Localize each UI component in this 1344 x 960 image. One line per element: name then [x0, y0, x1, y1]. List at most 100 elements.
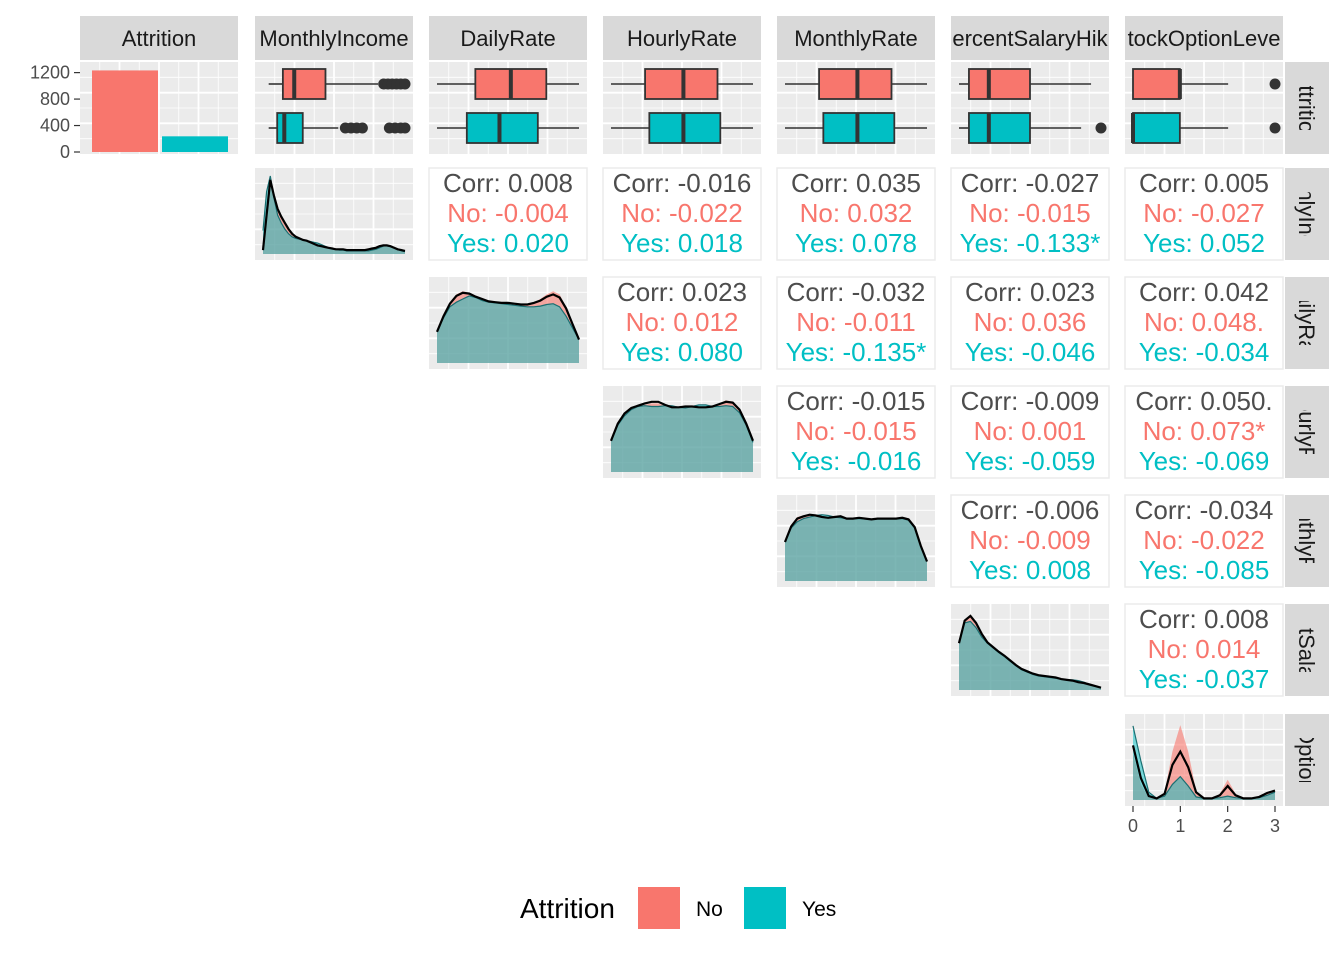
corr-yes: Yes: -0.069: [1139, 446, 1270, 476]
right-strip-label: entSalary: [1294, 604, 1319, 697]
right-strip: kOptionL: [1285, 714, 1329, 806]
legend-key-no: [638, 887, 680, 929]
corr-yes: Yes: -0.037: [1139, 664, 1270, 694]
corr-no: No: 0.001: [974, 416, 1087, 446]
corr-overall: Corr: 0.008: [443, 168, 573, 198]
corr-overall: Corr: 0.023: [617, 277, 747, 307]
corr-overall: Corr: 0.035: [791, 168, 921, 198]
corr-overall: Corr: -0.027: [961, 168, 1100, 198]
corr-yes: Yes: -0.133*: [960, 228, 1101, 258]
boxplot-panel-monthlyincome: [255, 62, 413, 154]
y-tick-label: 1200: [30, 63, 70, 83]
box-body: [968, 112, 1031, 144]
top-strip: HourlyRate: [603, 16, 761, 60]
right-strip-label: Attrition: [1294, 71, 1319, 146]
top-strips: Attrition MonthlyIncome DailyRate HourlyRat…: [80, 16, 1283, 60]
corr-yes: Yes: 0.052: [1143, 228, 1265, 258]
x-tick-label: 0: [1128, 816, 1138, 836]
right-strip-label: nthlyInco: [1294, 170, 1319, 258]
corr-no: No: 0.048.: [1144, 307, 1264, 337]
box-body: [818, 68, 893, 100]
corr-no: No: -0.009: [969, 525, 1090, 555]
x-tick-label: 3: [1270, 816, 1280, 836]
corr-yes: Yes: -0.034: [1139, 337, 1270, 367]
density-panel-stockoptionlevel: [1125, 714, 1283, 806]
right-strip-label: onthlyRa: [1294, 498, 1319, 586]
box-body: [1132, 112, 1181, 144]
right-strip-label: kOptionL: [1294, 716, 1319, 804]
corr-overall: Corr: -0.016: [613, 168, 752, 198]
top-strip-label: MonthlyIncome: [259, 26, 408, 51]
corr-yes: Yes: -0.046: [965, 337, 1096, 367]
density-overall-line: [783, 513, 929, 562]
legend-title: Attrition: [520, 893, 615, 924]
corr-overall: Corr: 0.050.: [1135, 386, 1272, 416]
top-strip: MonthlyRate: [777, 16, 935, 60]
boxplot-panel-monthlyrate: [777, 62, 935, 154]
top-strip-label: ercentSalaryHik: [952, 26, 1108, 51]
density-overall-line: [435, 291, 581, 341]
corr-overall: Corr: 0.005: [1139, 168, 1269, 198]
right-strip-label: DailyRate: [1294, 275, 1319, 370]
top-strip: tockOptionLeve: [1125, 16, 1283, 60]
corr-no: No: -0.022: [1143, 525, 1264, 555]
x-tick-label: 1: [1175, 816, 1185, 836]
corr-overall: Corr: -0.015: [787, 386, 926, 416]
top-strip-label: Attrition: [122, 26, 197, 51]
y-tick-label: 400: [40, 116, 70, 136]
density-yes: [959, 621, 1101, 690]
right-strip: DailyRate: [1285, 275, 1329, 370]
corr-overall: Corr: 0.042: [1139, 277, 1269, 307]
top-strip: DailyRate: [429, 16, 587, 60]
corr-yes: Yes: 0.008: [969, 555, 1091, 585]
box-outlier: [1095, 122, 1107, 134]
density-yes: [263, 176, 405, 254]
corr-overall: Corr: -0.034: [1135, 495, 1274, 525]
corr-overall: Corr: -0.006: [961, 495, 1100, 525]
top-strip-label: tockOptionLeve: [1128, 26, 1281, 51]
corr-no: No: 0.014: [1148, 634, 1261, 664]
corr-overall: Corr: 0.023: [965, 277, 1095, 307]
density-panel-hourlyrate: [603, 386, 761, 478]
right-strip: entSalary: [1285, 604, 1329, 697]
density-yes-line: [436, 295, 580, 340]
corr-no: No: 0.036: [974, 307, 1087, 337]
density-yes: [611, 404, 753, 472]
box-body: [1132, 68, 1181, 100]
top-strip-label: MonthlyRate: [794, 26, 918, 51]
top-strip: MonthlyIncome: [255, 16, 413, 60]
right-strips: Attrition nthlyInco DailyRate HourlyRat onth…: [1285, 62, 1329, 806]
corr-yes: Yes: -0.135*: [786, 337, 927, 367]
legend-label: Yes: [802, 898, 836, 921]
boxplot-panel-hourlyrate: [603, 62, 761, 154]
boxplot-panel-stockoptionlevel: [1125, 62, 1283, 154]
right-strip-label: HourlyRat: [1294, 383, 1319, 481]
corr-yes: Yes: -0.016: [791, 446, 922, 476]
attrition-bar-no: [92, 70, 158, 152]
top-strip-label: DailyRate: [460, 26, 555, 51]
top-strip-label: HourlyRate: [627, 26, 737, 51]
corr-no: No: -0.027: [1143, 198, 1264, 228]
correlation-panel: Corr: 0.050.No: 0.073*Yes: -0.069: [1124, 385, 1284, 479]
right-strip: HourlyRat: [1285, 383, 1329, 481]
legend-label: No: [696, 898, 723, 921]
corr-no: No: 0.073*: [1143, 416, 1266, 446]
corr-yes: Yes: -0.059: [965, 446, 1096, 476]
box-outlier: [1269, 78, 1281, 90]
legend: Attrition No Yes: [520, 887, 836, 929]
corr-no: No: -0.011: [796, 307, 915, 337]
box-outlier: [399, 122, 411, 134]
density-panel-monthlyrate: [777, 495, 935, 587]
corr-no: No: -0.015: [969, 198, 1090, 228]
